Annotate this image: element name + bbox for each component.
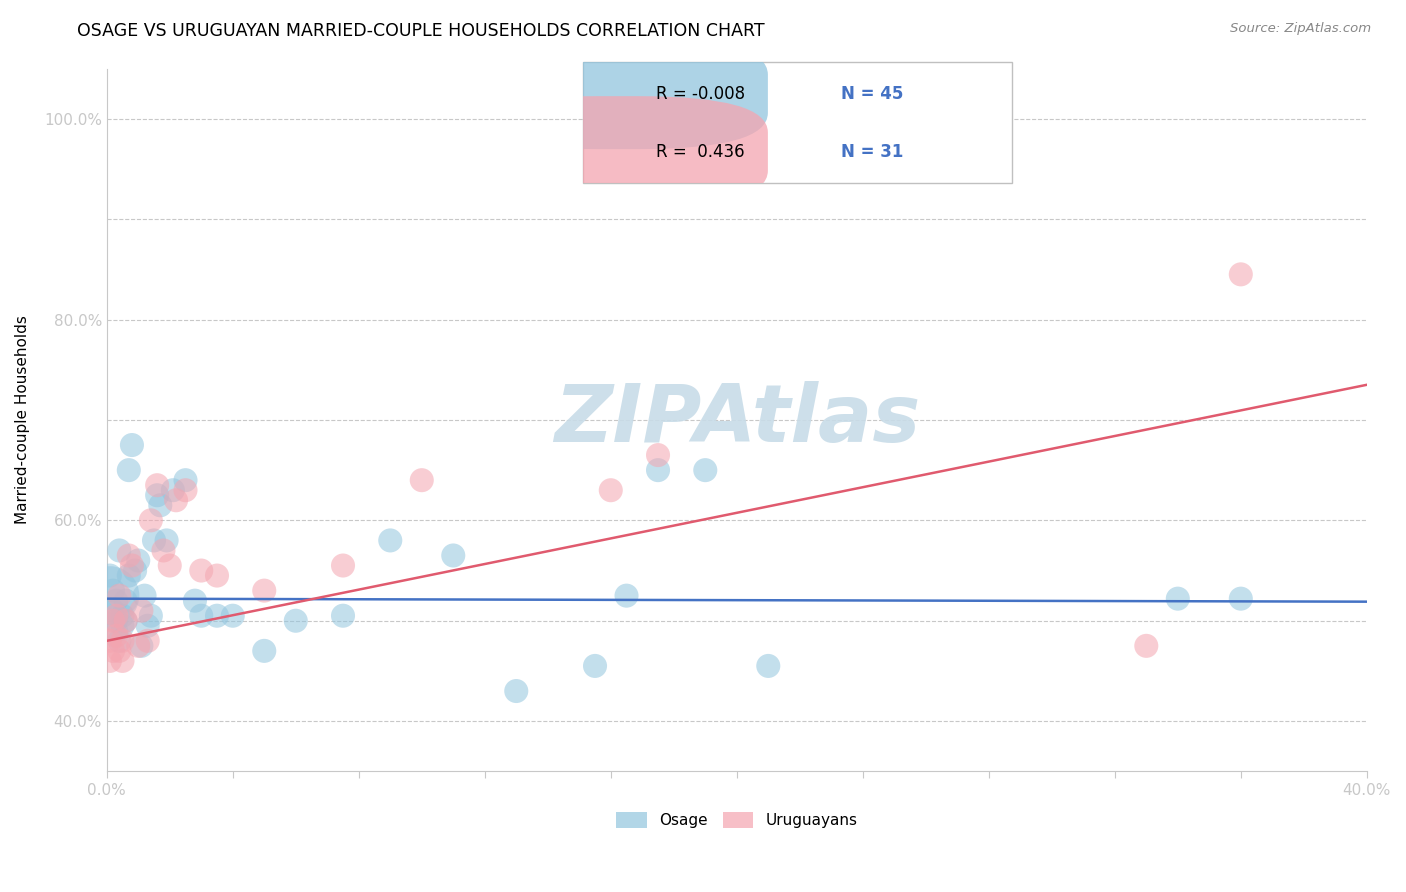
- Point: [136, 619, 159, 633]
- Text: R = -0.008: R = -0.008: [657, 85, 745, 103]
- Point: [111, 654, 134, 668]
- Point: [105, 614, 128, 628]
- Point: [124, 564, 146, 578]
- Point: [121, 558, 143, 573]
- Point: [118, 463, 141, 477]
- Point: [105, 608, 128, 623]
- Text: N = 45: N = 45: [841, 85, 903, 103]
- FancyBboxPatch shape: [468, 38, 768, 149]
- Point: [108, 644, 131, 658]
- Point: [441, 549, 464, 563]
- Point: [136, 633, 159, 648]
- Point: [1167, 591, 1189, 606]
- Point: [118, 549, 141, 563]
- Point: [139, 608, 162, 623]
- Point: [152, 543, 174, 558]
- Point: [155, 533, 177, 548]
- Point: [105, 624, 128, 638]
- Point: [118, 568, 141, 582]
- Point: [253, 644, 276, 658]
- Point: [127, 553, 149, 567]
- FancyBboxPatch shape: [583, 62, 1012, 183]
- Text: Source: ZipAtlas.com: Source: ZipAtlas.com: [1230, 22, 1371, 36]
- Legend: Osage, Uruguayans: Osage, Uruguayans: [610, 805, 863, 834]
- Point: [105, 593, 128, 607]
- Point: [205, 608, 228, 623]
- Text: R =  0.436: R = 0.436: [657, 143, 745, 161]
- Point: [505, 684, 527, 698]
- Text: ZIPAtlas: ZIPAtlas: [554, 381, 920, 459]
- Point: [599, 483, 621, 498]
- Point: [108, 589, 131, 603]
- Point: [134, 589, 156, 603]
- Point: [146, 488, 169, 502]
- Point: [131, 639, 153, 653]
- Text: OSAGE VS URUGUAYAN MARRIED-COUPLE HOUSEHOLDS CORRELATION CHART: OSAGE VS URUGUAYAN MARRIED-COUPLE HOUSEH…: [77, 22, 765, 40]
- Point: [159, 558, 181, 573]
- Point: [332, 558, 354, 573]
- Point: [165, 493, 187, 508]
- Point: [108, 633, 131, 648]
- Point: [98, 568, 121, 582]
- Point: [332, 608, 354, 623]
- Point: [139, 513, 162, 527]
- Point: [114, 614, 136, 628]
- Point: [101, 583, 124, 598]
- Point: [583, 659, 606, 673]
- Point: [253, 583, 276, 598]
- Point: [411, 473, 433, 487]
- Point: [162, 483, 184, 498]
- Point: [105, 629, 128, 643]
- Point: [131, 604, 153, 618]
- Text: N = 31: N = 31: [841, 143, 903, 161]
- Point: [756, 659, 779, 673]
- Point: [98, 654, 121, 668]
- Point: [98, 589, 121, 603]
- Point: [380, 533, 402, 548]
- Point: [121, 438, 143, 452]
- Point: [647, 463, 669, 477]
- Point: [1135, 639, 1157, 653]
- Point: [184, 593, 207, 607]
- Point: [190, 608, 212, 623]
- Point: [111, 608, 134, 623]
- Point: [98, 633, 121, 648]
- Point: [190, 564, 212, 578]
- Point: [149, 498, 172, 512]
- Point: [108, 543, 131, 558]
- Point: [111, 619, 134, 633]
- Point: [284, 614, 307, 628]
- Point: [222, 608, 245, 623]
- FancyBboxPatch shape: [468, 96, 768, 207]
- Point: [101, 614, 124, 628]
- Point: [1230, 591, 1253, 606]
- Point: [111, 633, 134, 648]
- Point: [114, 593, 136, 607]
- Point: [146, 478, 169, 492]
- Point: [616, 589, 638, 603]
- Point: [114, 614, 136, 628]
- Point: [174, 473, 197, 487]
- Point: [101, 644, 124, 658]
- Point: [695, 463, 717, 477]
- Point: [205, 568, 228, 582]
- Point: [647, 448, 669, 462]
- Point: [101, 604, 124, 618]
- Y-axis label: Married-couple Households: Married-couple Households: [15, 316, 30, 524]
- Point: [127, 639, 149, 653]
- Point: [1230, 268, 1253, 282]
- Point: [143, 533, 166, 548]
- Point: [174, 483, 197, 498]
